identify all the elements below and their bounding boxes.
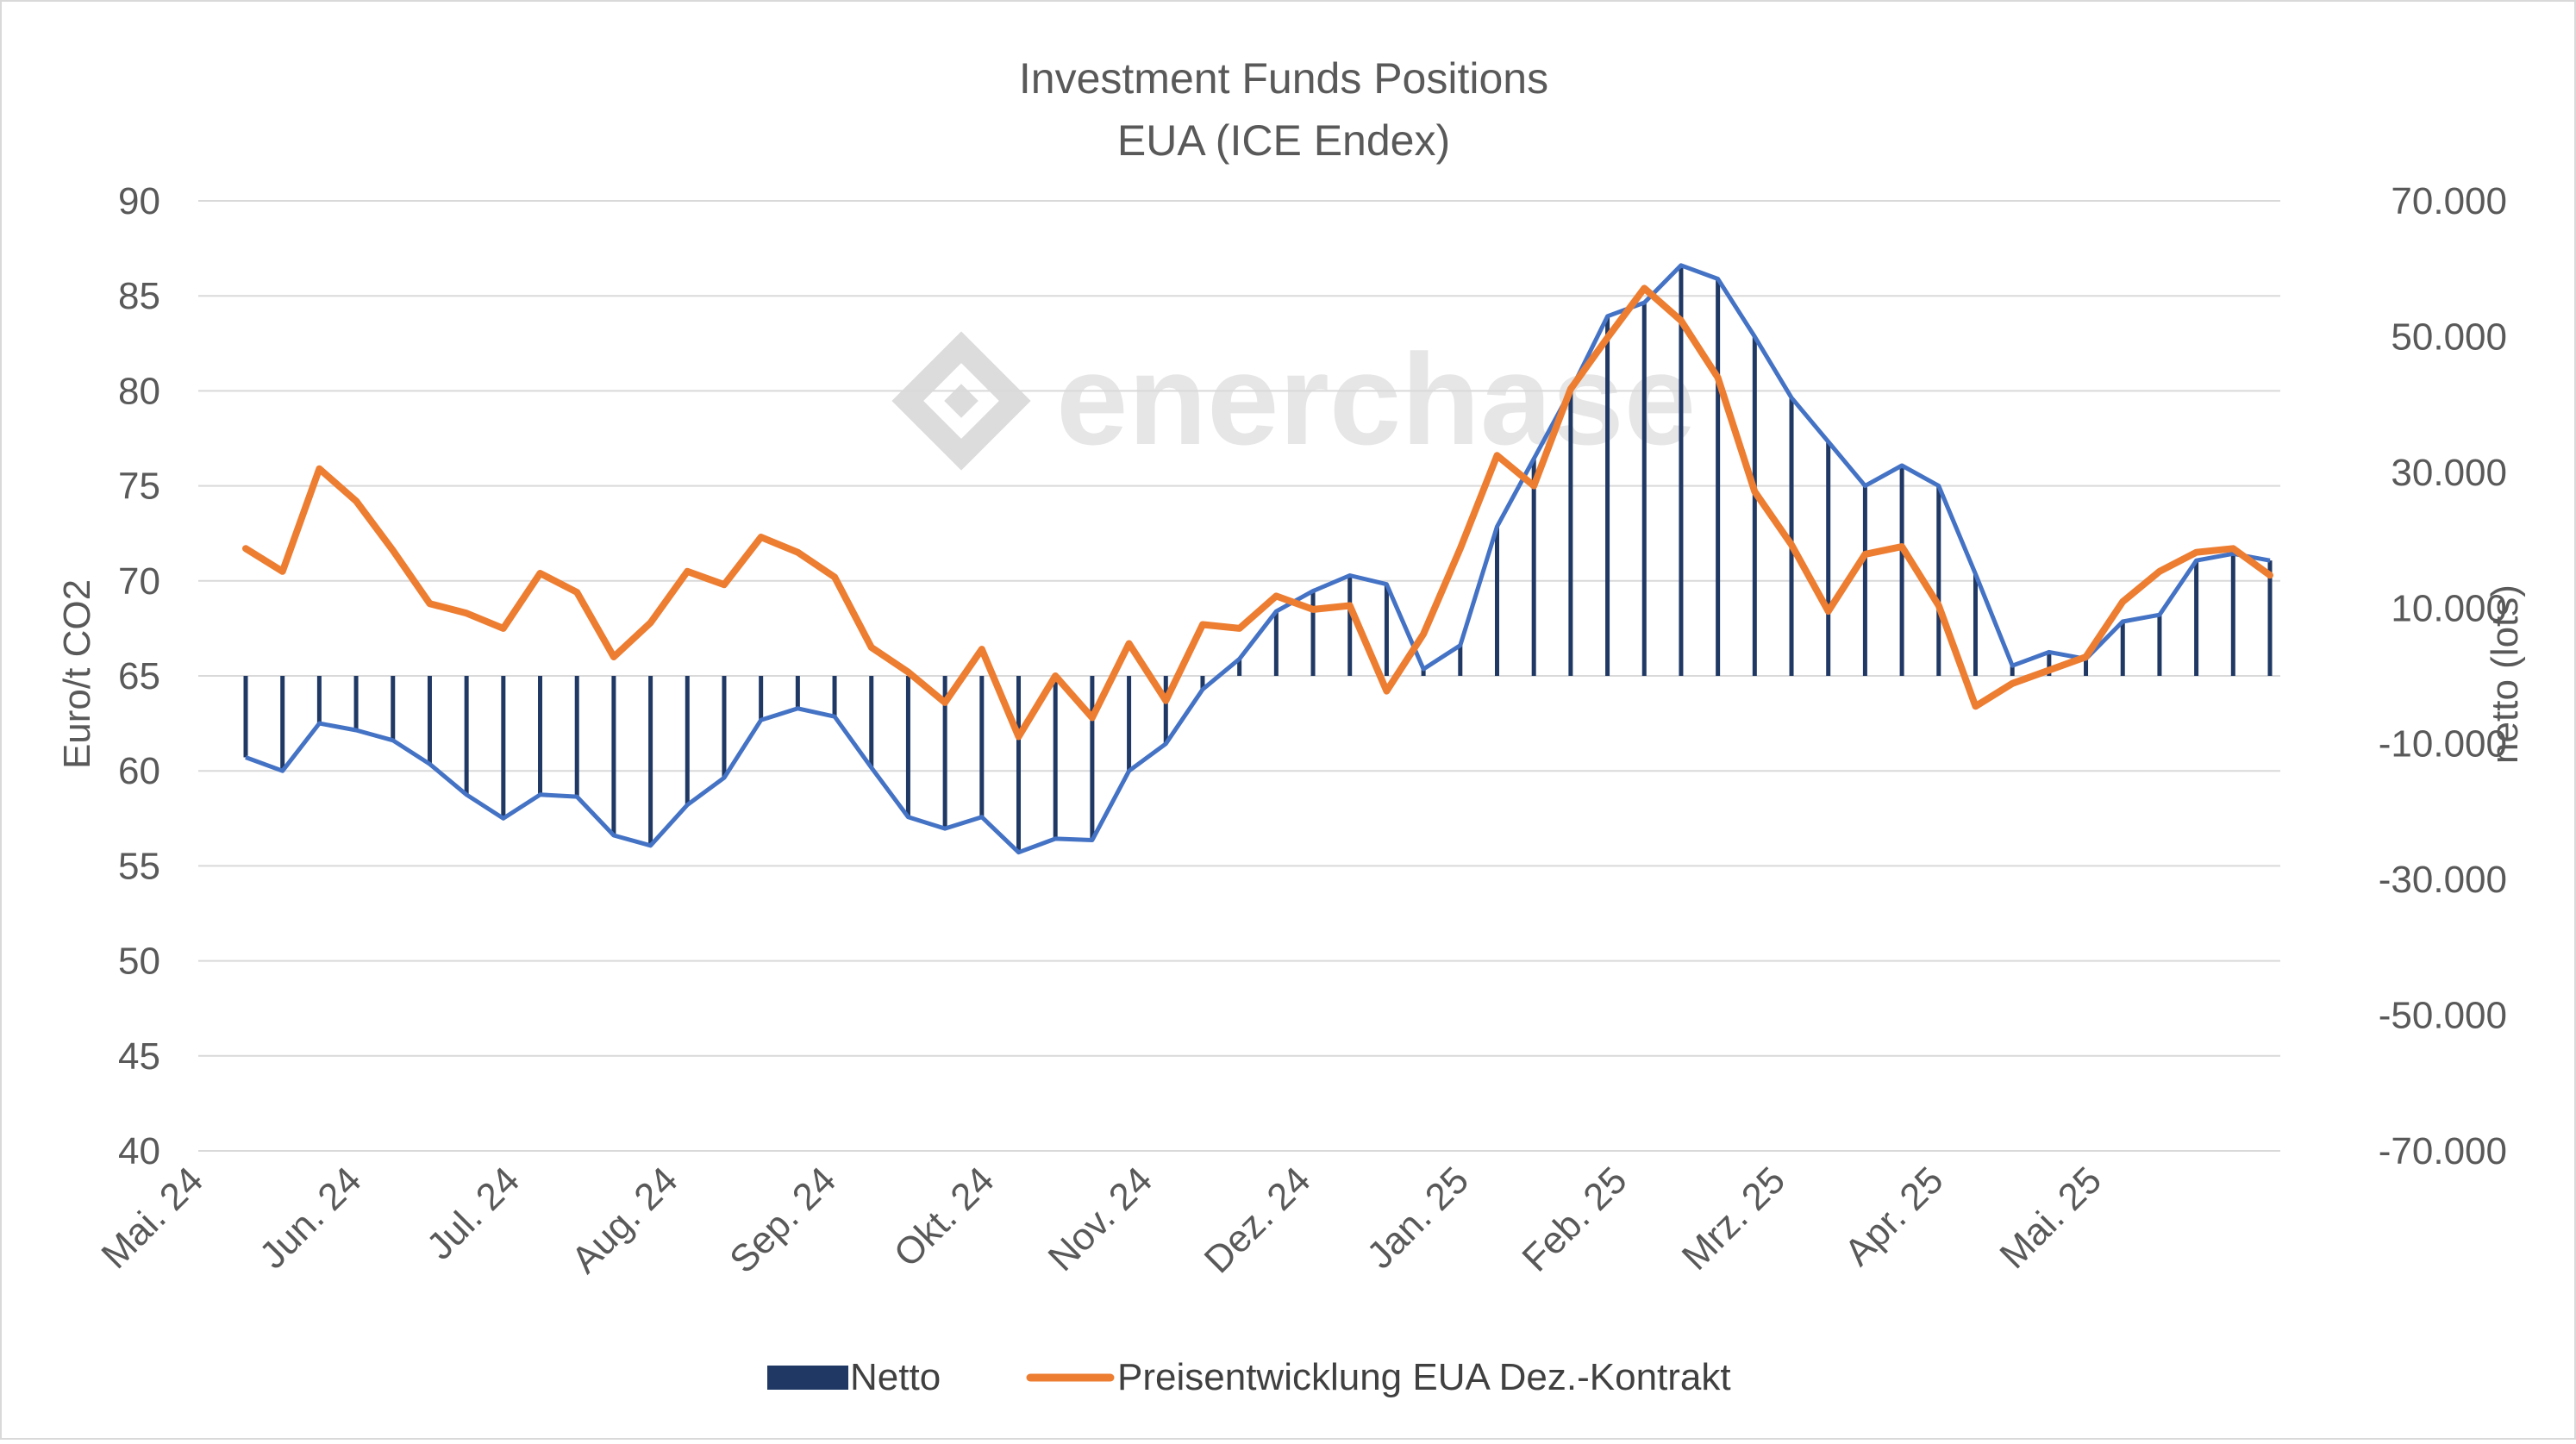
netto-bar [942,676,947,829]
right-axis-ticks: 70.000 50.000 30.000 10.000 -10.000 -30.000 -5… [2379,180,2507,1172]
netto-bar [2267,560,2273,676]
netto-bar [1936,485,1941,676]
netto-bar [538,676,543,795]
price-line [242,284,2273,741]
netto-bar [2120,622,2125,676]
netto-bar [2194,560,2199,676]
left-tick-label: 70 [118,560,160,603]
netto-bar [1973,573,1978,676]
left-tick-label: 55 [118,845,160,887]
netto-bar [1421,669,1426,676]
netto-bar [1605,316,1610,676]
netto-bar [722,676,727,778]
netto-bar [1384,584,1389,676]
netto-bar [2157,615,2162,676]
netto-bar [1494,526,1499,676]
netto-bar [832,676,837,717]
netto-bar [1237,659,1242,676]
netto-line [245,263,2271,855]
legend: Netto Preisentwicklung EUA Dez.-Kontrakt [767,1356,1731,1398]
netto-bar [2047,652,2052,676]
netto-bar [1127,676,1132,772]
netto-bar [243,676,248,758]
netto-bar [574,676,579,797]
left-axis-title: Euro/t CO2 [56,579,98,769]
netto-bar [1752,336,1757,676]
netto-bar [795,676,800,709]
netto-bar [1163,676,1168,744]
right-tick-label: -30.000 [2379,859,2507,901]
netto-bar [464,676,469,795]
right-tick-label: 50.000 [2391,316,2507,358]
netto-bar [1789,397,1794,676]
gridlines [198,200,2280,1152]
netto-bar [1053,676,1058,839]
legend-price-label: Preisentwicklung EUA Dez.-Kontrakt [1117,1356,1731,1398]
series-lines [242,263,2273,855]
right-tick-label: -50.000 [2379,995,2507,1037]
netto-bar [905,676,910,817]
left-tick-label: 90 [118,180,160,222]
netto-bar [1531,459,1536,676]
right-tick-label: 70.000 [2391,180,2507,222]
netto-bar [1862,485,1867,676]
netto-bar [427,676,432,765]
netto-bar [1641,303,1647,676]
left-tick-label: 75 [118,466,160,508]
netto-bar [1679,265,1684,676]
right-tick-label: 10.000 [2391,587,2507,629]
netto-bar [1826,441,1831,676]
netto-bar [611,676,616,835]
right-axis-title: netto (lots) [2484,584,2526,764]
left-tick-label: 60 [118,750,160,792]
netto-bar [1568,391,1573,676]
netto-bar [979,676,985,817]
netto-bars [243,265,2273,853]
netto-bar [1458,645,1463,676]
netto-bar [353,676,359,730]
netto-bar [2230,553,2235,676]
netto-bar [1200,676,1205,690]
left-tick-label: 45 [118,1035,160,1078]
netto-bar [1016,676,1022,853]
netto-bar [648,676,653,846]
netto-bar [2010,666,2015,676]
netto-bar [501,676,506,819]
chart-subtitle: EUA (ICE Endex) [1117,116,1450,165]
netto-bar [1899,465,1904,676]
netto-bar [316,676,322,724]
netto-bar [1716,278,1721,676]
right-tick-label: -10.000 [2379,723,2507,766]
legend-netto-swatch [767,1366,848,1390]
chart-title: Investment Funds Positions [1019,54,1548,103]
left-tick-label: 65 [118,655,160,697]
netto-bar [1347,575,1353,676]
left-tick-label: 80 [118,370,160,412]
left-tick-label: 40 [118,1130,160,1172]
right-tick-label: 30.000 [2391,452,2507,494]
netto-bar [2084,659,2089,676]
legend-netto-label: Netto [850,1356,941,1398]
netto-bar [759,676,764,721]
netto-bar [280,676,285,772]
left-tick-label: 50 [118,941,160,983]
left-axis-ticks: 90 85 80 75 70 65 60 55 50 45 40 [118,180,160,1172]
netto-bar [869,676,874,768]
netto-bar [685,676,690,805]
right-tick-label: -70.000 [2379,1130,2507,1172]
left-tick-label: 85 [118,275,160,317]
netto-bar [391,676,396,741]
netto-bar [1273,611,1279,676]
netto-bar [1310,591,1316,676]
netto-bar [1090,676,1095,841]
